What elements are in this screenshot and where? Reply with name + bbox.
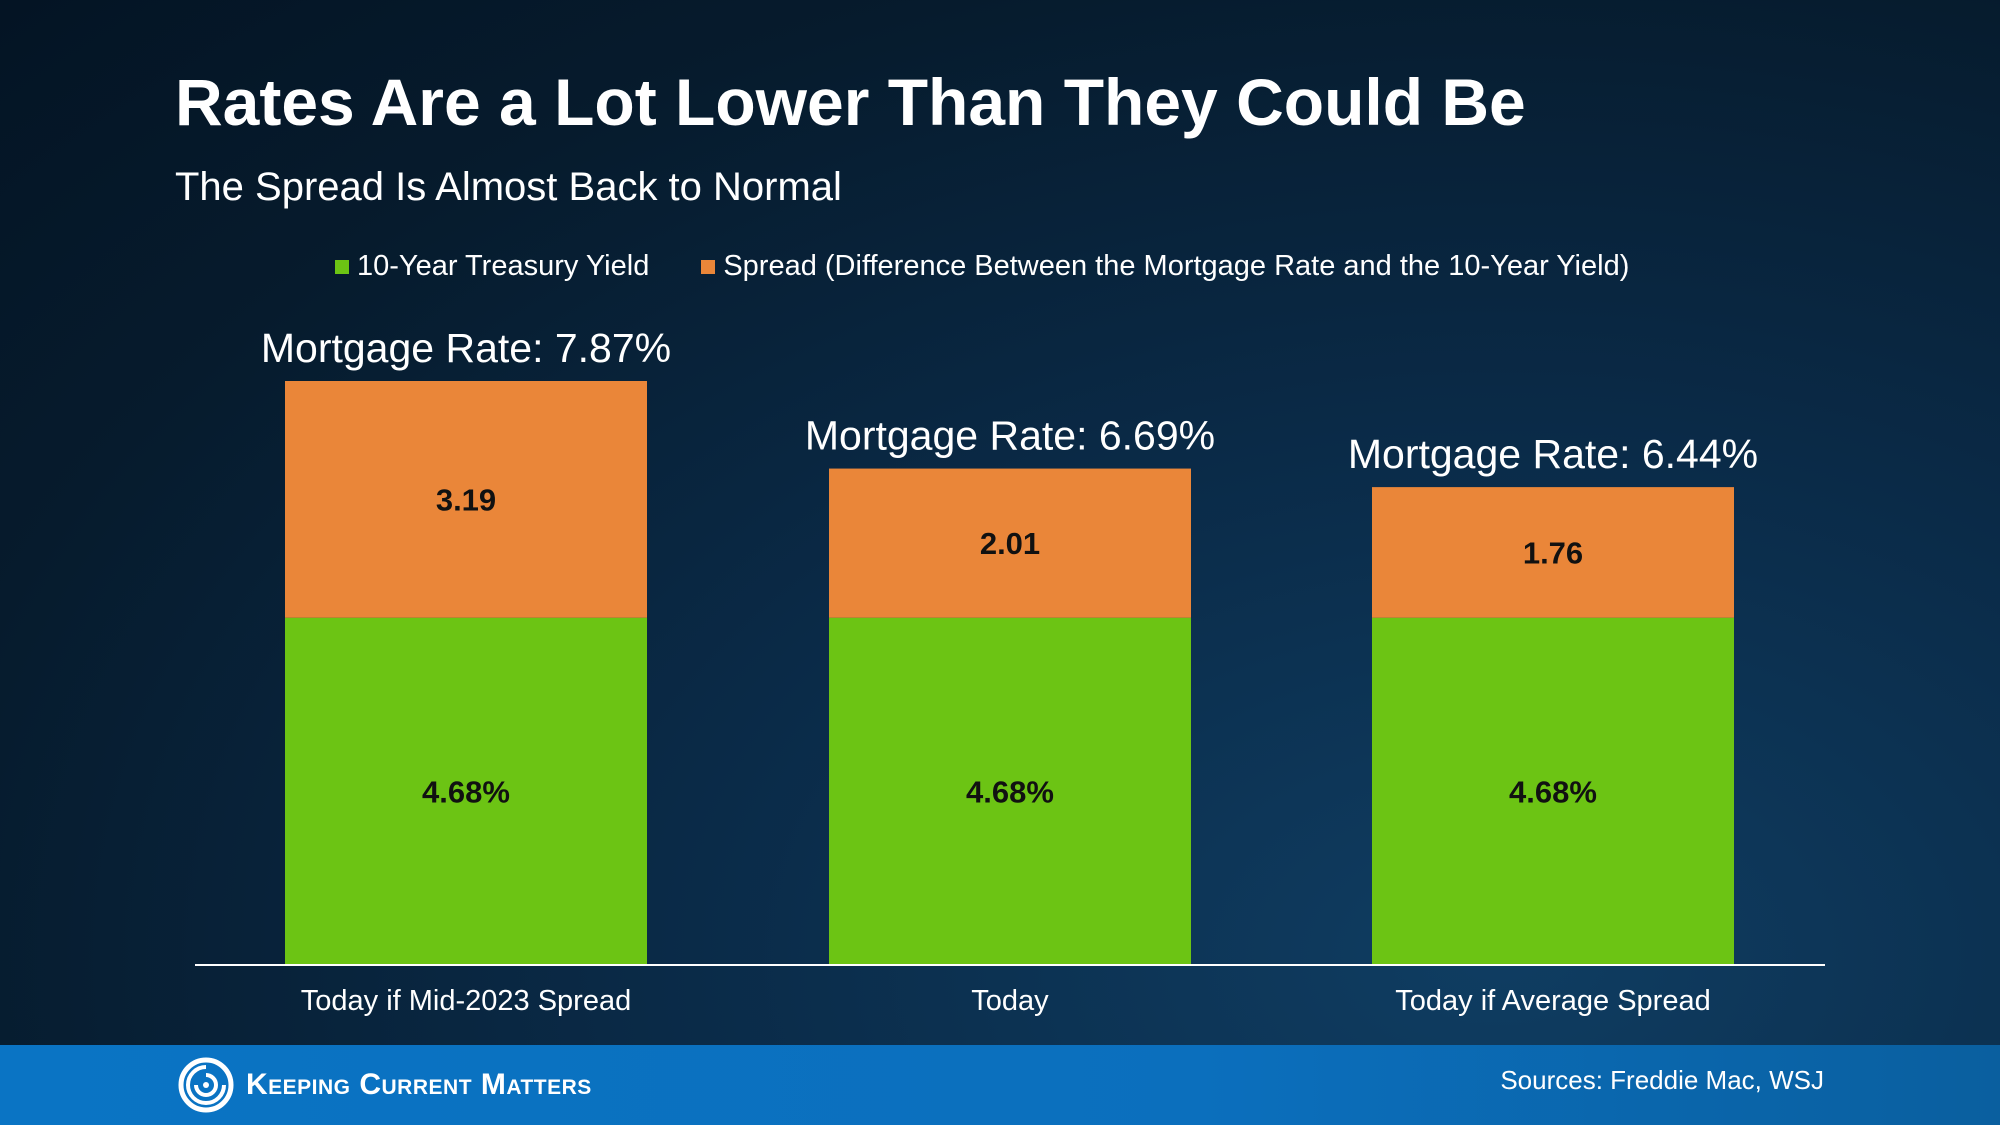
treasury-value-label-1: 4.68% bbox=[422, 774, 510, 809]
spread-bar-2 bbox=[829, 468, 1191, 618]
spread-value-label-1: 3.19 bbox=[436, 482, 496, 517]
legend-label-spread: Spread (Difference Between the Mortgage … bbox=[723, 250, 1630, 282]
mortgage-rate-label-2: Mortgage Rate: 6.69% bbox=[805, 413, 1215, 459]
treasury-bar-2 bbox=[829, 617, 1191, 965]
brand-name: Keeping Current Matters bbox=[246, 1068, 592, 1101]
mortgage-rate-label-1: Mortgage Rate: 7.87% bbox=[261, 325, 671, 371]
legend-label-treasury: 10-Year Treasury Yield bbox=[357, 250, 650, 282]
footer-bar: Keeping Current Matters Sources: Freddie… bbox=[0, 1045, 2000, 1125]
sources-note: Sources: Freddie Mac, WSJ bbox=[1500, 1065, 1824, 1095]
chart-subtitle: The Spread Is Almost Back to Normal bbox=[175, 165, 842, 209]
treasury-bar-1 bbox=[285, 617, 647, 965]
category-label-3: Today if Average Spread bbox=[1395, 985, 1710, 1017]
treasury-value-label-2: 4.68% bbox=[966, 774, 1054, 809]
treasury-bar-3 bbox=[1372, 617, 1734, 965]
spread-value-label-2: 2.01 bbox=[980, 526, 1040, 561]
category-label-1: Today if Mid-2023 Spread bbox=[301, 985, 631, 1017]
legend-item-spread: Spread (Difference Between the Mortgage … bbox=[701, 250, 1629, 283]
legend-swatch-treasury bbox=[335, 259, 349, 274]
brand-logo: Keeping Current Matters bbox=[178, 1057, 592, 1113]
swirl-logo-icon bbox=[178, 1057, 234, 1113]
spread-value-label-3: 1.76 bbox=[1523, 535, 1583, 570]
category-label-2: Today bbox=[971, 985, 1049, 1017]
legend-swatch-spread bbox=[701, 259, 716, 274]
chart-legend: 10-Year Treasury Yield Spread (Differenc… bbox=[335, 250, 1681, 283]
stacked-bar-chart: 4.68% 3.19 Mortgage Rate: 7.87% Today if Mi… bbox=[261, 325, 1758, 1017]
chart-title: Rates Are a Lot Lower Than They Could Be bbox=[175, 65, 1526, 139]
spread-bar-1 bbox=[285, 381, 647, 618]
mortgage-rate-label-3: Mortgage Rate: 6.44% bbox=[1348, 431, 1758, 477]
legend-item-treasury: 10-Year Treasury Yield bbox=[335, 250, 649, 283]
treasury-value-label-3: 4.68% bbox=[1509, 774, 1597, 809]
spread-bar-3 bbox=[1372, 487, 1734, 618]
